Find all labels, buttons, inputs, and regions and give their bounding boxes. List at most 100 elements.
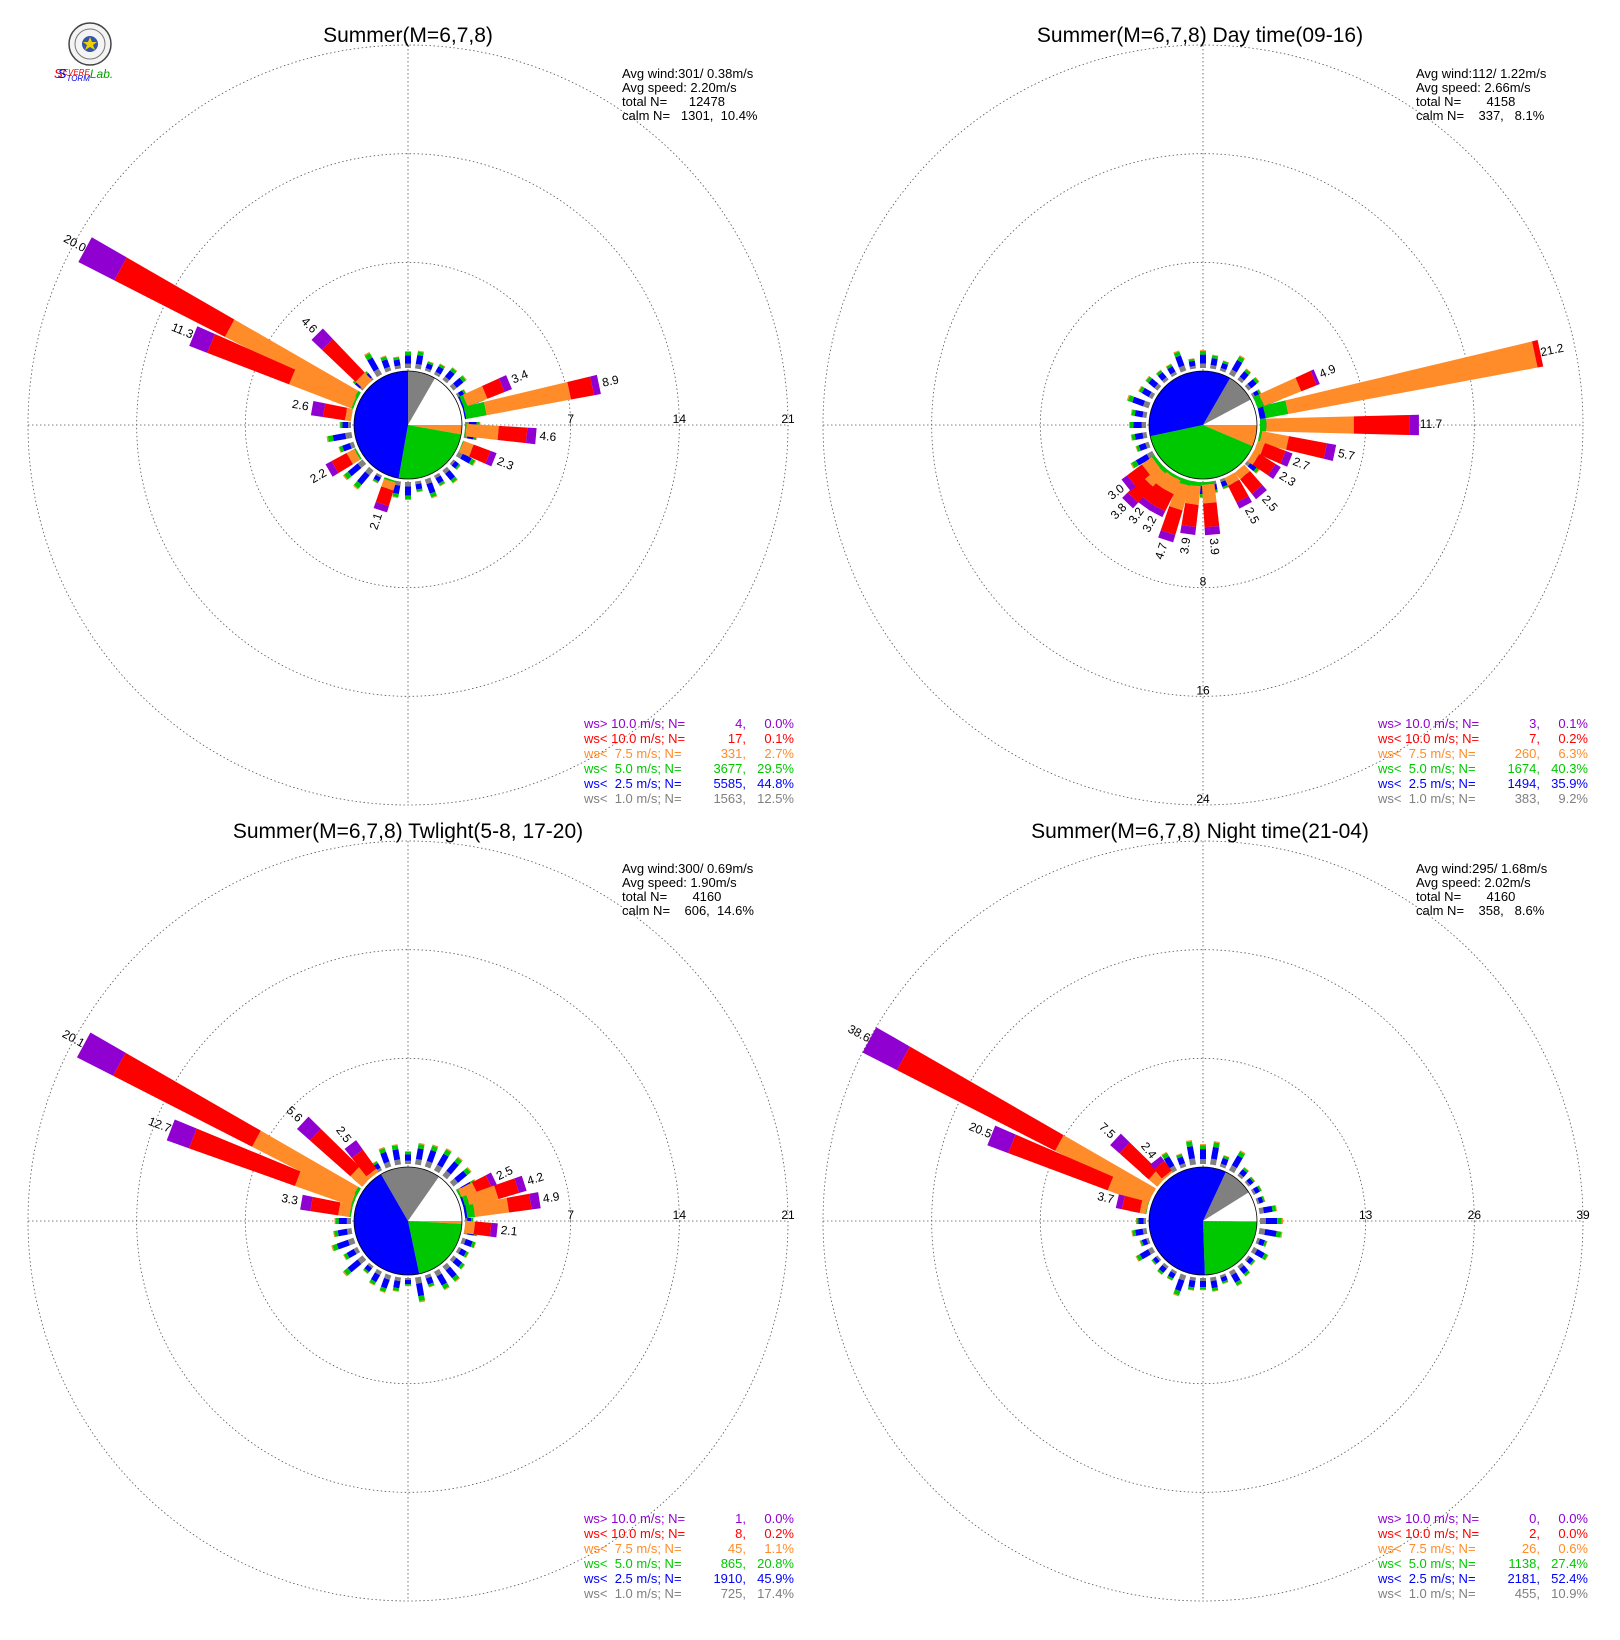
- direction-petal-segment: [1139, 1200, 1149, 1215]
- legend-percent: 20.8%: [757, 1556, 794, 1571]
- range-ring: [244, 261, 572, 589]
- minor-direction-bar: [371, 1161, 379, 1167]
- minor-direction-bar: [1141, 1238, 1149, 1246]
- direction-petal-segment: [485, 1172, 498, 1188]
- minor-direction-bar: [446, 1161, 459, 1175]
- minor-direction-bar: [1222, 484, 1229, 489]
- direction-petal-segment: [1143, 464, 1166, 487]
- minor-direction-bar: [1249, 1259, 1256, 1266]
- direction-petal-segment: [1532, 340, 1544, 368]
- direction-petal-segment: [1152, 487, 1174, 512]
- legend-entry: ws< 7.5 m/s; N=: [1377, 1541, 1476, 1556]
- minor-direction-bar: [1258, 1238, 1266, 1247]
- minor-direction-bar: [1142, 411, 1148, 419]
- minor-direction-bar: [427, 1282, 435, 1288]
- direction-petal-segment: [1153, 469, 1174, 490]
- minor-direction-bar: [1152, 1256, 1160, 1264]
- stats-total: total N= 4160: [1416, 889, 1515, 904]
- direction-petal-segment: [1110, 1133, 1130, 1154]
- calm-pie-slice: [408, 371, 435, 425]
- petal-value-label: 8.9: [601, 372, 621, 389]
- minor-direction-bar: [1244, 1255, 1251, 1262]
- direction-petal-segment: [1409, 414, 1419, 436]
- direction-petal-segment: [1008, 1134, 1114, 1191]
- direction-petal-segment: [375, 486, 394, 507]
- minor-direction-bar: [1237, 1173, 1244, 1180]
- direction-petal-segment: [1323, 443, 1337, 461]
- legend-count: 2,: [1529, 1526, 1540, 1541]
- minor-direction-bar: [379, 1286, 387, 1293]
- legend-percent: 0.0%: [1558, 1526, 1588, 1541]
- pie-outline: [353, 1166, 463, 1276]
- minor-direction-bar: [342, 474, 348, 481]
- minor-direction-bar: [392, 1149, 401, 1161]
- direction-petal-segment: [1158, 530, 1176, 543]
- calm-pie-slice: [1203, 1221, 1257, 1275]
- minor-direction-bar: [1243, 1270, 1250, 1277]
- petal-value-label: 2.5: [333, 1124, 354, 1146]
- legend-entry: ws< 5.0 m/s; N=: [583, 761, 682, 776]
- legend-entry: ws< 7.5 m/s; N=: [583, 1541, 682, 1556]
- legend-count: 725,: [721, 1586, 746, 1601]
- direction-petal-segment: [1121, 475, 1136, 491]
- minor-direction-bar: [1222, 1155, 1230, 1160]
- calm-pie-slice: [1203, 1221, 1257, 1222]
- direction-petal-segment: [1263, 400, 1289, 419]
- minor-direction-bar: [1255, 1197, 1260, 1205]
- direction-petal-segment: [1107, 1176, 1153, 1206]
- direction-petal-segment: [1260, 443, 1286, 464]
- petal-value-label: 2.3: [495, 454, 516, 473]
- legend-entry: ws< 2.5 m/s; N=: [583, 776, 682, 791]
- direction-petal-segment: [1266, 416, 1354, 434]
- minor-direction-bar: [369, 1279, 377, 1285]
- minor-direction-bar: [394, 1276, 402, 1282]
- petal-value-label: 4.9: [1317, 361, 1338, 381]
- direction-petal-segment: [1127, 464, 1150, 487]
- minor-direction-bar: [1220, 362, 1229, 370]
- stats-total: total N= 4158: [1416, 94, 1515, 109]
- stats-avg-speed: Avg speed: 2.02m/s: [1416, 875, 1531, 890]
- minor-direction-bar: [1166, 1275, 1174, 1281]
- minor-direction-bar: [365, 466, 374, 476]
- direction-petal-segment: [373, 501, 389, 513]
- direction-petal-segment: [1161, 1170, 1173, 1180]
- minor-direction-bar: [1157, 372, 1167, 381]
- direction-petal-segment: [1119, 1142, 1158, 1180]
- minor-direction-bar: [1139, 1240, 1144, 1247]
- panel-title: Summer(M=6,7,8): [323, 24, 493, 47]
- minor-direction-bar: [1219, 1273, 1227, 1278]
- petal-value-label: 3.9: [1177, 536, 1193, 555]
- minor-direction-bar: [1252, 377, 1260, 384]
- minor-direction-bar: [1228, 1268, 1237, 1276]
- minor-direction-bar: [424, 1160, 433, 1169]
- minor-direction-bar: [454, 1277, 461, 1283]
- range-ring: [244, 1057, 572, 1385]
- minor-direction-bar: [418, 1295, 426, 1302]
- minor-direction-bar: [424, 1273, 432, 1279]
- direction-petal-segment: [1253, 440, 1266, 456]
- minor-direction-bar: [1166, 364, 1173, 370]
- minor-direction-bar: [1249, 1176, 1255, 1183]
- minor-direction-bar: [1139, 1249, 1151, 1260]
- legend-entry: ws< 10.0 m/s; N=: [1377, 731, 1479, 746]
- legend-entry: ws> 10.0 m/s; N=: [1377, 716, 1479, 731]
- calm-pie-slice: [1150, 425, 1253, 479]
- direction-petal-segment: [296, 1116, 321, 1141]
- ring-label: 14: [673, 412, 687, 426]
- minor-direction-bar: [442, 466, 450, 474]
- legend-entry: ws< 7.5 m/s; N=: [583, 746, 682, 761]
- minor-direction-bar: [427, 361, 434, 366]
- stats-avg-wind: Avg wind:300/ 0.69m/s: [622, 861, 754, 876]
- minor-direction-bar: [1147, 1246, 1156, 1255]
- minor-direction-bar: [1220, 1157, 1229, 1166]
- direction-petal-segment: [1286, 436, 1328, 459]
- minor-direction-bar: [1179, 1163, 1187, 1169]
- minor-direction-bar: [438, 480, 445, 486]
- minor-direction-bar: [1250, 392, 1256, 400]
- legend-entry: ws< 1.0 m/s; N=: [583, 1586, 682, 1601]
- legend-entry: ws< 2.5 m/s; N=: [1377, 1571, 1476, 1586]
- minor-direction-bar: [449, 1255, 457, 1263]
- minor-direction-bar: [343, 1252, 350, 1260]
- legend-entry: ws< 10.0 m/s; N=: [583, 731, 685, 746]
